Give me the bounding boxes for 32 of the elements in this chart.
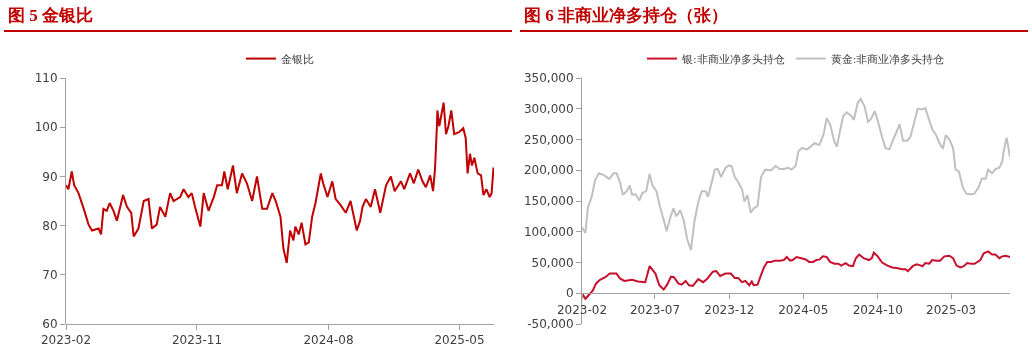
x-tick-label: 2023-02 [40,333,92,348]
legend-label: 金银比 [281,52,314,66]
line-series [582,97,1010,252]
y-tick-label: 80 [42,218,58,233]
y-tick-label: 250,000 [523,132,574,147]
y-tick-label: 100,000 [523,224,574,239]
y-tick-label: 100 [34,120,58,135]
legend-label: 银:非商业净多头持仓 [681,52,785,66]
y-tick-label: 110 [34,71,58,86]
y-tick-label: 0 [565,286,574,301]
y-tick-label: 150,000 [523,194,574,209]
line-series [66,101,494,264]
x-tick-label: 2024-10 [852,302,903,317]
y-tick-label: 350,000 [523,71,574,86]
x-tick-label: 2023-07 [629,302,681,317]
chart-title: 图 5 金银比 [4,0,512,32]
y-tick-label: 50,000 [531,255,574,270]
x-tick-label: 2023-12 [704,302,755,317]
x-tick-label: 2024-08 [303,333,354,348]
x-tick-label: 2023-11 [171,333,223,348]
y-tick-label: -50,000 [527,317,574,332]
x-tick-label: 2023-02 [556,302,608,317]
x-tick-label: 2025-03 [926,302,977,317]
chart-title: 图 6 非商业净多持仓（张） [520,0,1028,32]
y-tick-label: 200,000 [523,163,574,178]
x-tick-label: 2025-05 [434,333,485,348]
y-tick-label: 60 [42,317,58,332]
y-tick-label: 70 [42,268,58,282]
y-tick-label: 300,000 [523,101,574,116]
legend-label: 黄金:非商业净多头持仓 [830,52,945,66]
y-tick-label: 90 [42,169,58,184]
x-tick-label: 2024-05 [778,302,829,317]
